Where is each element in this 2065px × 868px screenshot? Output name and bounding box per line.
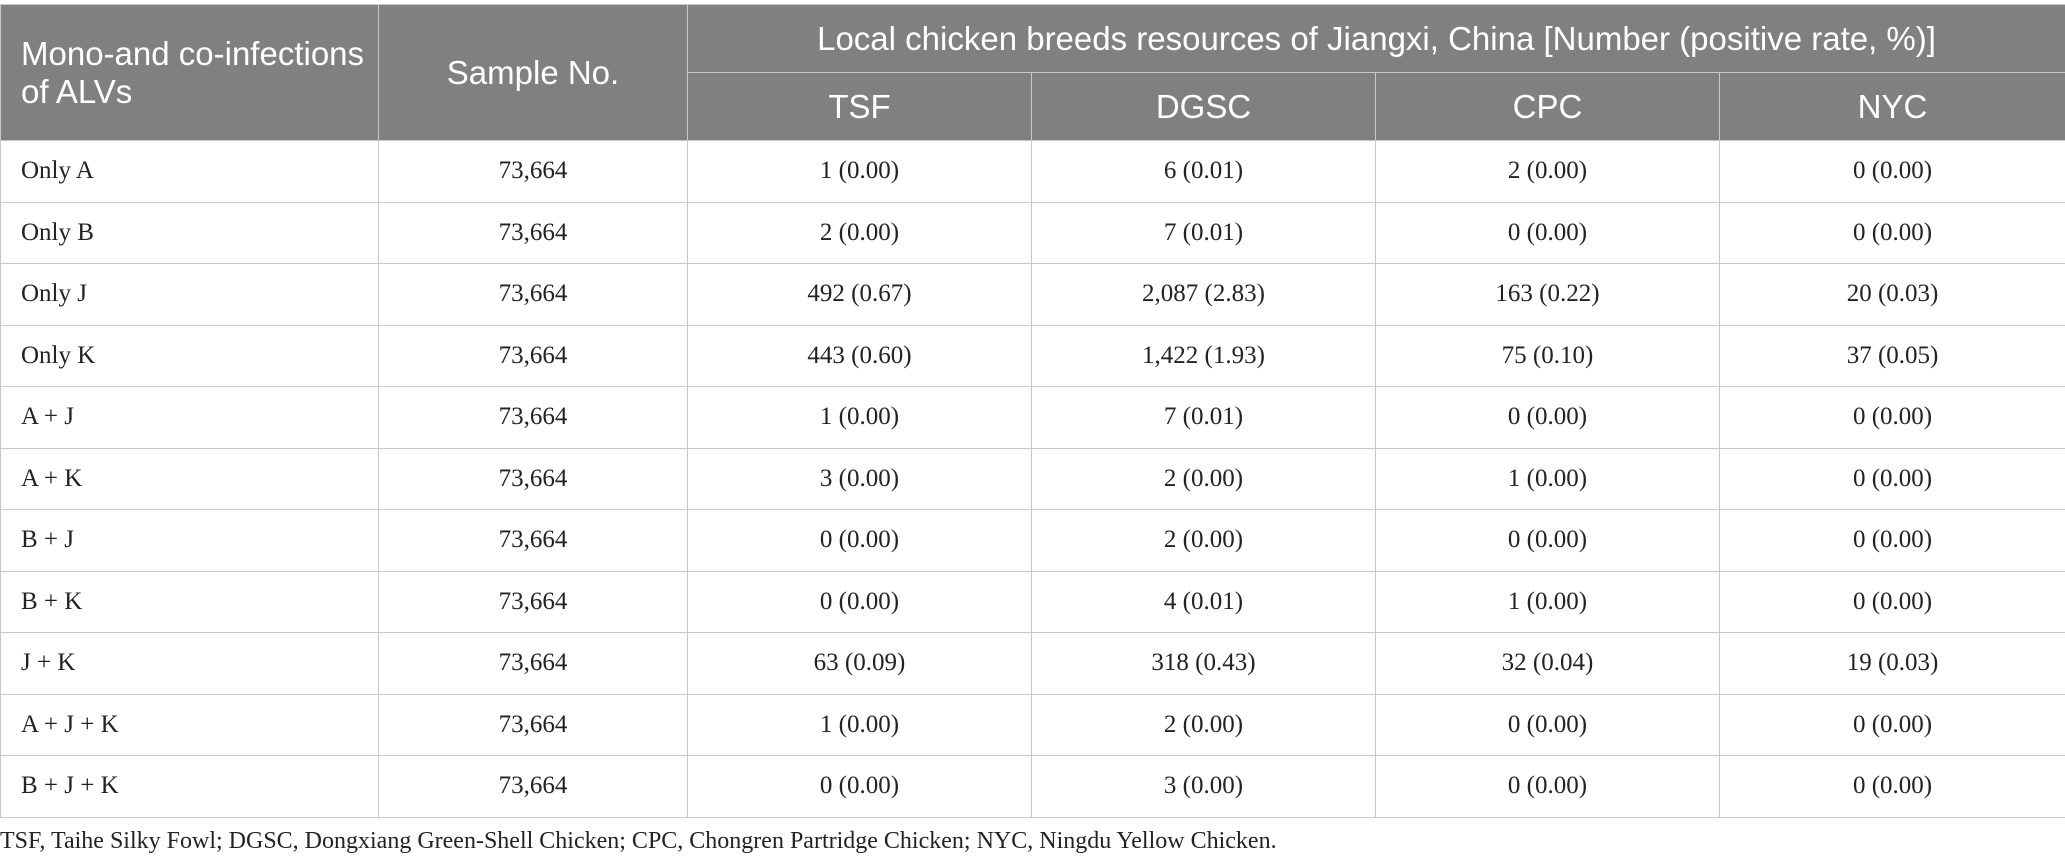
sample-cell: 73,664 bbox=[378, 140, 688, 203]
header-sample-no: Sample No. bbox=[378, 4, 688, 141]
row-label: B + K bbox=[0, 570, 379, 633]
row-label: B + J + K bbox=[0, 755, 379, 818]
cpc-cell: 75 (0.10) bbox=[1375, 324, 1720, 387]
header-breed-dgsc: DGSC bbox=[1031, 72, 1376, 141]
nyc-cell: 20 (0.03) bbox=[1718, 263, 2065, 326]
nyc-cell: 0 (0.00) bbox=[1718, 570, 2065, 633]
cpc-cell: 0 (0.00) bbox=[1375, 386, 1720, 449]
nyc-cell: 19 (0.03) bbox=[1718, 632, 2065, 695]
nyc-cell: 0 (0.00) bbox=[1718, 140, 2065, 203]
infection-table: Mono-and co-infections of ALVs Sample No… bbox=[0, 4, 2065, 818]
table-footnote: TSF, Taihe Silky Fowl; DGSC, Dongxiang G… bbox=[0, 828, 1277, 854]
row-label: Only B bbox=[0, 201, 379, 264]
table-row: Only B 73,664 2 (0.00) 7 (0.01) 0 (0.00)… bbox=[0, 201, 2065, 264]
nyc-cell: 37 (0.05) bbox=[1718, 324, 2065, 387]
tsf-cell: 443 (0.60) bbox=[687, 324, 1032, 387]
header-breed-cpc: CPC bbox=[1375, 72, 1720, 141]
sample-cell: 73,664 bbox=[378, 447, 688, 510]
table-row: A + J + K 73,664 1 (0.00) 2 (0.00) 0 (0.… bbox=[0, 693, 2065, 756]
tsf-cell: 0 (0.00) bbox=[687, 570, 1032, 633]
table-row: B + K 73,664 0 (0.00) 4 (0.01) 1 (0.00) … bbox=[0, 570, 2065, 633]
sample-cell: 73,664 bbox=[378, 263, 688, 326]
tsf-cell: 0 (0.00) bbox=[687, 755, 1032, 818]
nyc-cell: 0 (0.00) bbox=[1718, 755, 2065, 818]
table-header: Mono-and co-infections of ALVs Sample No… bbox=[0, 4, 2065, 141]
tsf-cell: 1 (0.00) bbox=[687, 693, 1032, 756]
nyc-cell: 0 (0.00) bbox=[1718, 386, 2065, 449]
cpc-cell: 0 (0.00) bbox=[1375, 693, 1720, 756]
dgsc-cell: 4 (0.01) bbox=[1031, 570, 1376, 633]
header-breed-nyc: NYC bbox=[1718, 72, 2065, 141]
row-label: J + K bbox=[0, 632, 379, 695]
table-row: B + J 73,664 0 (0.00) 2 (0.00) 0 (0.00) … bbox=[0, 509, 2065, 572]
cpc-cell: 2 (0.00) bbox=[1375, 140, 1720, 203]
tsf-cell: 3 (0.00) bbox=[687, 447, 1032, 510]
table-row: Only J 73,664 492 (0.67) 2,087 (2.83) 16… bbox=[0, 263, 2065, 326]
tsf-cell: 1 (0.00) bbox=[687, 386, 1032, 449]
nyc-cell: 0 (0.00) bbox=[1718, 447, 2065, 510]
dgsc-cell: 7 (0.01) bbox=[1031, 201, 1376, 264]
header-breed-group: Local chicken breeds resources of Jiangx… bbox=[686, 4, 2065, 73]
table-row: A + J 73,664 1 (0.00) 7 (0.01) 0 (0.00) … bbox=[0, 386, 2065, 449]
nyc-cell: 0 (0.00) bbox=[1718, 693, 2065, 756]
row-label: B + J bbox=[0, 509, 379, 572]
header-row-label: Mono-and co-infections of ALVs bbox=[0, 4, 379, 141]
tsf-cell: 0 (0.00) bbox=[687, 509, 1032, 572]
dgsc-cell: 6 (0.01) bbox=[1031, 140, 1376, 203]
table-body: Only A 73,664 1 (0.00) 6 (0.01) 2 (0.00)… bbox=[0, 140, 2065, 818]
dgsc-cell: 2 (0.00) bbox=[1031, 693, 1376, 756]
sample-cell: 73,664 bbox=[378, 201, 688, 264]
sample-cell: 73,664 bbox=[378, 693, 688, 756]
dgsc-cell: 3 (0.00) bbox=[1031, 755, 1376, 818]
table-row: A + K 73,664 3 (0.00) 2 (0.00) 1 (0.00) … bbox=[0, 447, 2065, 510]
cpc-cell: 1 (0.00) bbox=[1375, 570, 1720, 633]
sample-cell: 73,664 bbox=[378, 570, 688, 633]
tsf-cell: 2 (0.00) bbox=[687, 201, 1032, 264]
table-row: Only K 73,664 443 (0.60) 1,422 (1.93) 75… bbox=[0, 324, 2065, 387]
nyc-cell: 0 (0.00) bbox=[1718, 509, 2065, 572]
dgsc-cell: 7 (0.01) bbox=[1031, 386, 1376, 449]
row-label: A + J + K bbox=[0, 693, 379, 756]
cpc-cell: 1 (0.00) bbox=[1375, 447, 1720, 510]
row-label: Only K bbox=[0, 324, 379, 387]
sample-cell: 73,664 bbox=[378, 755, 688, 818]
tsf-cell: 492 (0.67) bbox=[687, 263, 1032, 326]
row-label: Only A bbox=[0, 140, 379, 203]
tsf-cell: 1 (0.00) bbox=[687, 140, 1032, 203]
row-label: Only J bbox=[0, 263, 379, 326]
sample-cell: 73,664 bbox=[378, 324, 688, 387]
header-breed-tsf: TSF bbox=[687, 72, 1032, 141]
cpc-cell: 0 (0.00) bbox=[1375, 509, 1720, 572]
nyc-cell: 0 (0.00) bbox=[1718, 201, 2065, 264]
dgsc-cell: 2,087 (2.83) bbox=[1031, 263, 1376, 326]
cpc-cell: 163 (0.22) bbox=[1375, 263, 1720, 326]
cpc-cell: 0 (0.00) bbox=[1375, 201, 1720, 264]
dgsc-cell: 2 (0.00) bbox=[1031, 509, 1376, 572]
dgsc-cell: 1,422 (1.93) bbox=[1031, 324, 1376, 387]
row-label: A + K bbox=[0, 447, 379, 510]
sample-cell: 73,664 bbox=[378, 386, 688, 449]
table-row: Only A 73,664 1 (0.00) 6 (0.01) 2 (0.00)… bbox=[0, 140, 2065, 203]
table-row: B + J + K 73,664 0 (0.00) 3 (0.00) 0 (0.… bbox=[0, 755, 2065, 818]
table-row: J + K 73,664 63 (0.09) 318 (0.43) 32 (0.… bbox=[0, 632, 2065, 695]
sample-cell: 73,664 bbox=[378, 509, 688, 572]
cpc-cell: 32 (0.04) bbox=[1375, 632, 1720, 695]
tsf-cell: 63 (0.09) bbox=[687, 632, 1032, 695]
dgsc-cell: 318 (0.43) bbox=[1031, 632, 1376, 695]
row-label: A + J bbox=[0, 386, 379, 449]
sample-cell: 73,664 bbox=[378, 632, 688, 695]
dgsc-cell: 2 (0.00) bbox=[1031, 447, 1376, 510]
data-table-container: Mono-and co-infections of ALVs Sample No… bbox=[0, 4, 2065, 818]
cpc-cell: 0 (0.00) bbox=[1375, 755, 1720, 818]
